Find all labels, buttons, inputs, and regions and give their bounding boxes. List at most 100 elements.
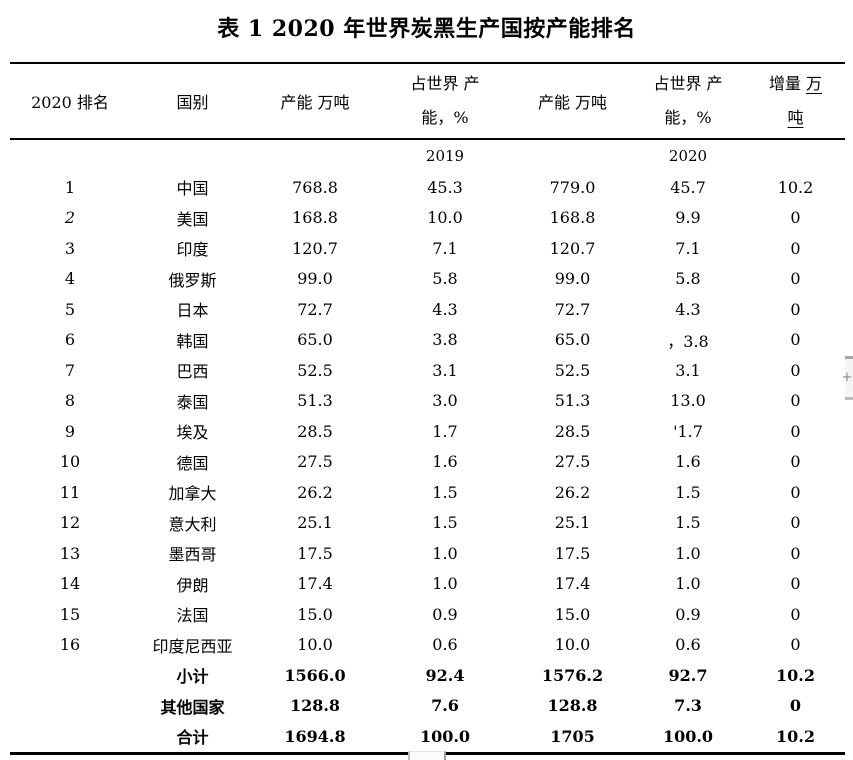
- cell-country: 泰国: [176, 392, 209, 412]
- cell-cap-2019: 10.0: [297, 635, 333, 655]
- cell-delta: 0: [790, 269, 801, 289]
- cell-delta: 0: [790, 543, 801, 563]
- cell-share-2019: 7.1: [432, 238, 458, 258]
- table-row: 16 印度尼西亚 10.0 0.6 10.0 0.6 0: [10, 630, 845, 661]
- cell-delta: 0: [790, 452, 801, 472]
- cell-share-2020: 1.5: [675, 513, 701, 533]
- cell-cap-2020: 52.5: [554, 360, 591, 380]
- cell-share-2020: 5.8: [675, 269, 701, 289]
- cell-delta: 0: [790, 574, 801, 594]
- cell-country: 韩国: [176, 331, 209, 351]
- cell-share-2020: 9.9: [675, 208, 701, 228]
- right-edge-scroll-widget[interactable]: +: [842, 356, 853, 400]
- col-header-share-2020: 占世界 产 能，%: [630, 63, 746, 140]
- cell-cap-2020: 99.0: [554, 269, 591, 289]
- cell-share-2020: 7.1: [675, 238, 701, 258]
- cell-country: 美国: [176, 209, 209, 229]
- cell-cap-2019: 51.3: [297, 391, 333, 411]
- cell-share-2019: 1.7: [432, 421, 458, 441]
- table-row: 11 加拿大 26.2 1.5 26.2 1.5 0: [10, 477, 845, 508]
- cell-rank: 10: [59, 452, 81, 472]
- cell-cap-2019: 120.7: [292, 238, 338, 258]
- cell-cap-2020: 65.0: [554, 330, 591, 350]
- cell-cap-2020: 120.7: [549, 238, 596, 258]
- cell-share-2020: 3.1: [675, 360, 701, 380]
- cell-cap-2020: 26.2: [554, 482, 591, 502]
- summary-row: 小计 1566.0 92.4 1576.2 92.7 10.2: [10, 660, 845, 691]
- cell-share-2019: 45.3: [427, 177, 463, 197]
- table-row: 3 印度 120.7 7.1 120.7 7.1 0: [10, 233, 845, 264]
- cell-delta: 0: [790, 208, 801, 228]
- cell-delta: 10.2: [776, 665, 815, 685]
- table-row: 14 伊朗 17.4 1.0 17.4 1.0 0: [10, 569, 845, 600]
- summary-row: 其他国家 128.8 7.6 128.8 7.3 0: [10, 691, 845, 722]
- cell-rank: 16: [59, 635, 81, 655]
- col-header-capacity-2020: 产能 万吨: [515, 63, 630, 140]
- cell-cap-2019: 65.0: [297, 330, 333, 350]
- cell-empty: [515, 139, 630, 172]
- cell-rank: 7: [64, 360, 76, 380]
- cell-country: 巴西: [176, 362, 209, 382]
- col-header-country: 国别: [130, 63, 255, 140]
- bottom-edge-scroll-widget[interactable]: [408, 751, 446, 760]
- cell-cap-2020: 27.5: [554, 452, 591, 472]
- cell-empty: [255, 139, 375, 172]
- plus-icon: +: [841, 370, 853, 385]
- cell-share-2019: 1.0: [432, 543, 458, 563]
- cell-cap-2020: 17.5: [554, 543, 591, 563]
- cell-rank: 11: [59, 482, 81, 502]
- cell-cap-2019: 128.8: [289, 696, 341, 716]
- cell-empty: [10, 139, 130, 172]
- cell-delta: 0: [790, 635, 801, 655]
- cell-delta: 0: [790, 360, 801, 380]
- table-row: 7 巴西 52.5 3.1 52.5 3.1 0: [10, 355, 845, 386]
- table-row: 1 中国 768.8 45.3 779.0 45.7 10.2: [10, 172, 845, 203]
- cell-cap-2020: 10.0: [554, 635, 591, 655]
- cell-delta: 0: [790, 421, 801, 441]
- cell-cap-2020: 25.1: [554, 513, 591, 533]
- cell-country: 俄罗斯: [168, 270, 217, 290]
- cell-rank: 6: [64, 330, 76, 350]
- cell-cap-2020: 1576.2: [541, 665, 604, 685]
- cell-share-2019: 1.0: [432, 574, 458, 594]
- cell-share-2020: 0.9: [675, 604, 701, 624]
- table-title: 表 1 2020 年世界炭黑生产国按产能排名: [217, 16, 636, 42]
- cell-share-2019: 0.6: [432, 635, 458, 655]
- cell-cap-2019: 28.5: [297, 421, 333, 441]
- cell-share-2020: 100.0: [662, 726, 714, 746]
- cell-delta: 10.2: [776, 726, 815, 746]
- cell-share-2020: 45.7: [670, 177, 706, 197]
- cell-country: 印度: [176, 240, 209, 260]
- cell-cap-2019: 768.8: [292, 177, 338, 197]
- cell-cap-2019: 1566.0: [284, 665, 346, 685]
- cell-share-2020: '1.7: [673, 421, 703, 441]
- table-row: 4 俄罗斯 99.0 5.8 99.0 5.8 0: [10, 264, 845, 295]
- cell-share-2019: 7.6: [431, 696, 459, 716]
- cell-cap-2020: 28.5: [554, 421, 591, 441]
- cell-country: 意大利: [168, 514, 217, 534]
- year-label-2020: 2020: [668, 147, 708, 165]
- cell-cap-2019: 1694.8: [284, 726, 346, 746]
- cell-country: 法国: [176, 606, 209, 626]
- cell-cap-2019: 72.7: [297, 299, 333, 319]
- table-row: 5 日本 72.7 4.3 72.7 4.3 0: [10, 294, 845, 325]
- cell-country: 德国: [176, 453, 209, 473]
- cell-share-2019: 1.5: [432, 482, 458, 502]
- cell-delta: 0: [790, 299, 801, 319]
- cell-delta: 0: [790, 513, 801, 533]
- cell-delta: 0: [789, 696, 802, 716]
- cell-country: 小计: [176, 667, 209, 687]
- cell-share-2020: 1.0: [675, 574, 701, 594]
- cell-share-2019: 10.0: [427, 208, 463, 228]
- cell-cap-2019: 17.4: [297, 574, 333, 594]
- ranking-table: 2020 排名 国别 产能 万吨 占世界 产 能，% 产能 万吨 占世界 产 能…: [10, 62, 845, 755]
- cell-delta: 0: [790, 604, 801, 624]
- table-row: 15 法国 15.0 0.9 15.0 0.9 0: [10, 599, 845, 630]
- cell-share-2019: 92.4: [425, 665, 465, 685]
- col-header-capacity-2019: 产能 万吨: [255, 63, 375, 140]
- cell-rank: [10, 721, 130, 753]
- cell-rank: 5: [64, 299, 76, 319]
- cell-rank: [10, 660, 130, 691]
- cell-share-2020: 0.6: [675, 635, 701, 655]
- cell-empty: [746, 139, 845, 172]
